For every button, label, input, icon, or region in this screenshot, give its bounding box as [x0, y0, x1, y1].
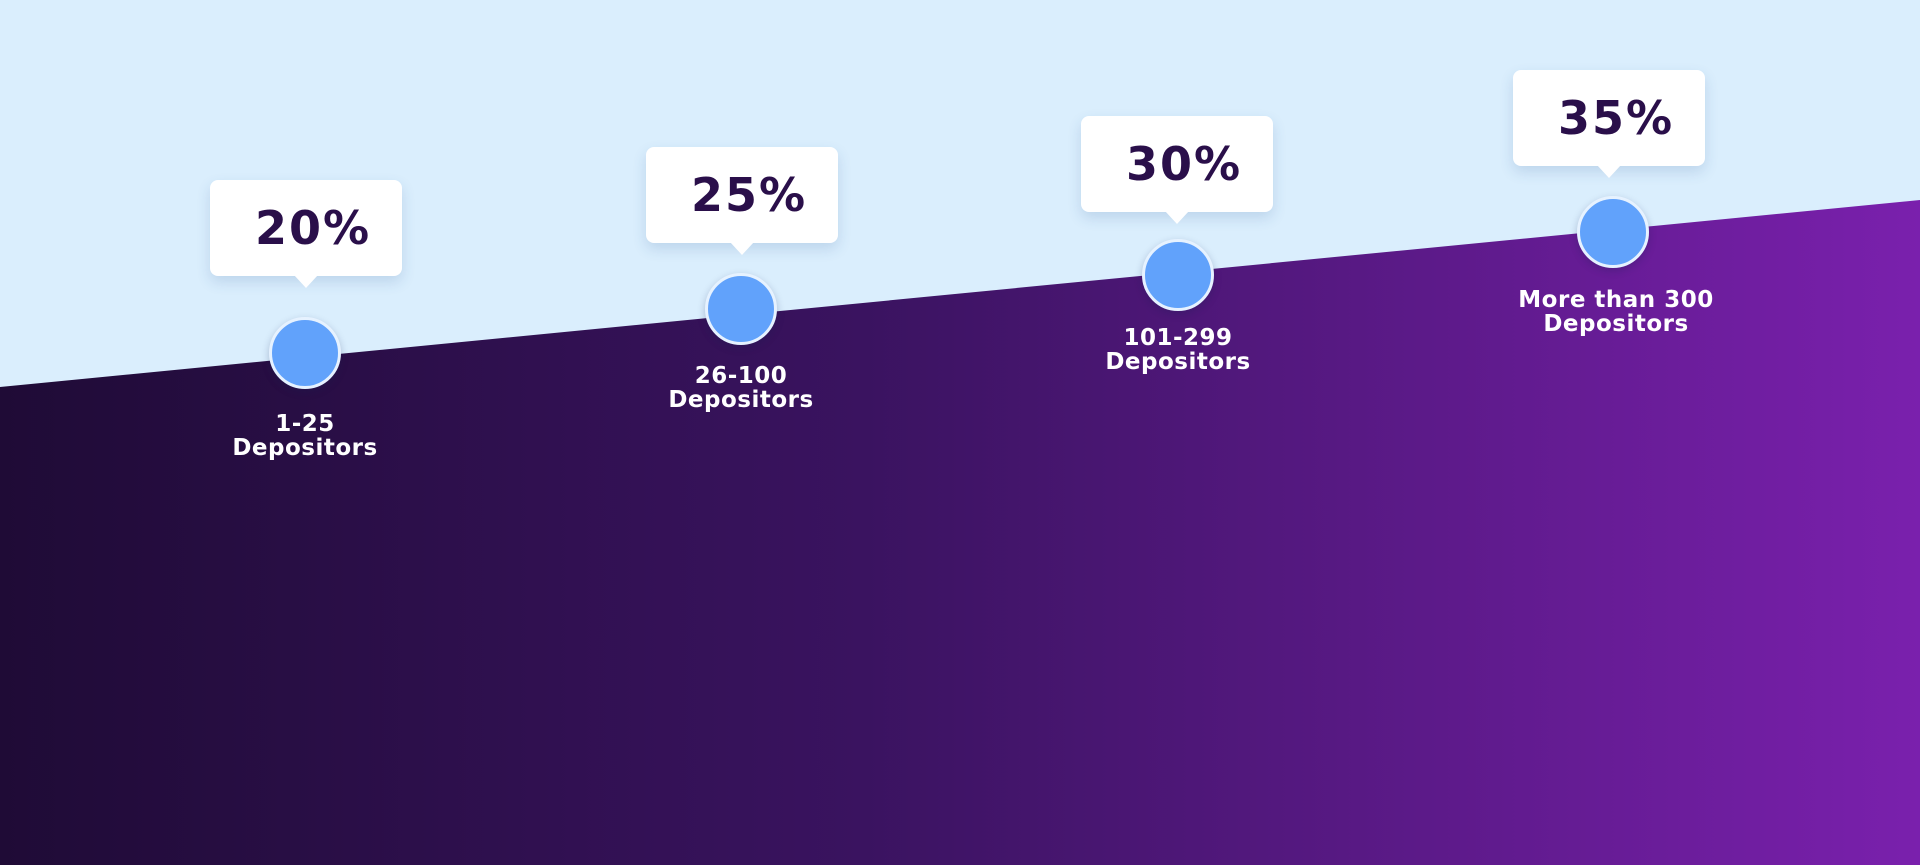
tier-4-label: More than 300 Depositors — [1486, 288, 1746, 336]
tier-3-percent: 30% — [1125, 137, 1243, 191]
tier-2-percent: 25% — [690, 168, 808, 222]
tier-4-range: More than 300 — [1518, 287, 1714, 313]
band-shape — [0, 200, 1920, 865]
tier-2-label: 26-100 Depositors — [611, 364, 871, 412]
tier-2-unit: Depositors — [668, 387, 814, 413]
tier-3-label: 101-299 Depositors — [1048, 326, 1308, 374]
tier-1-range: 1-25 — [275, 411, 335, 437]
tier-3-marker — [1142, 239, 1214, 311]
tier-4-unit: Depositors — [1543, 311, 1689, 337]
tier-4-callout: 35% — [1513, 70, 1705, 178]
tier-3-callout: 30% — [1081, 116, 1273, 224]
tier-2-range: 26-100 — [694, 363, 788, 389]
tier-1-percent: 20% — [254, 201, 372, 255]
tier-3-unit: Depositors — [1105, 349, 1251, 375]
tier-1-callout: 20% — [210, 180, 402, 288]
tier-1-marker — [269, 317, 341, 389]
tier-3-range: 101-299 — [1123, 325, 1233, 351]
tier-2-callout: 25% — [646, 147, 838, 255]
tier-1-unit: Depositors — [232, 435, 378, 461]
tier-4-marker — [1577, 196, 1649, 268]
tier-2-marker — [705, 273, 777, 345]
tier-1-label: 1-25 Depositors — [175, 412, 435, 460]
tier-4-percent: 35% — [1557, 91, 1675, 145]
